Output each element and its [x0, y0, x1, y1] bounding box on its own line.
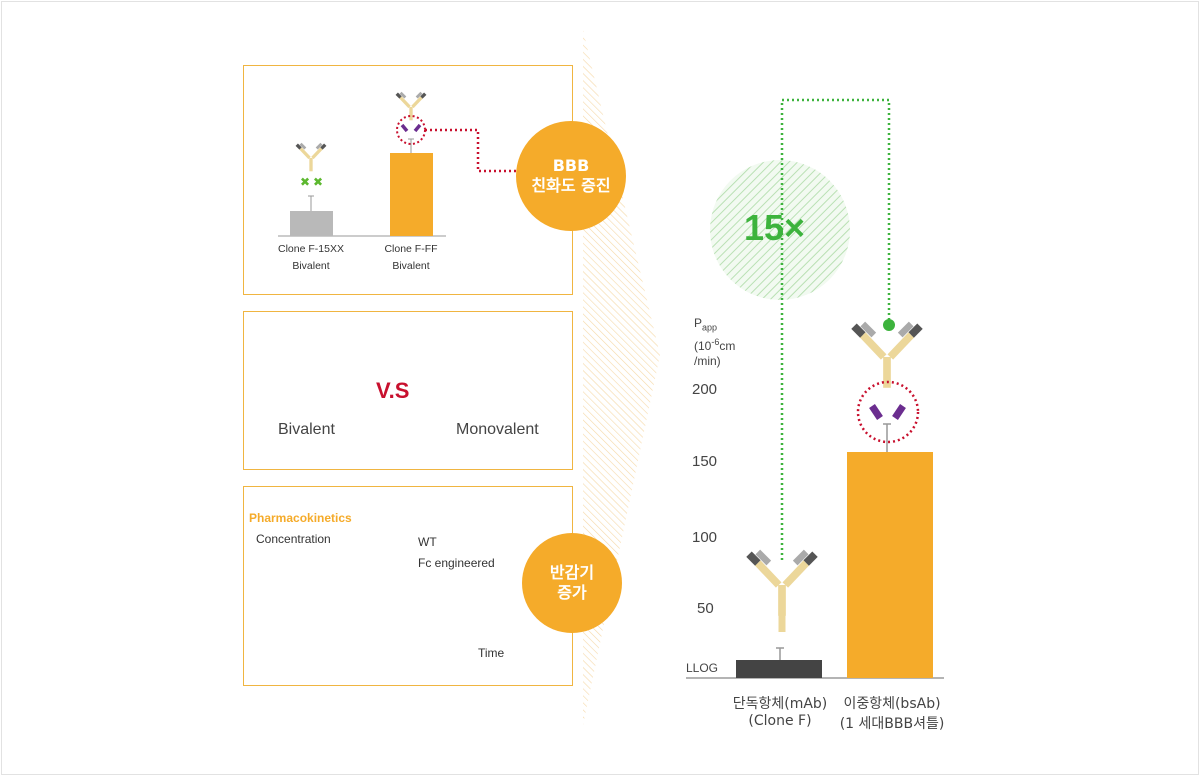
pk-title: Pharmacokinetics: [249, 511, 352, 525]
badge-bbb-line1: BBB: [552, 156, 590, 175]
bar-clone-f15xx: [290, 211, 333, 236]
ylabel-unit-sup: -6: [711, 337, 720, 348]
bar-label-bivalent-left: Bivalent: [292, 260, 330, 272]
fold-change-bubble: [710, 160, 850, 300]
badge-bbb-line2: 친화도 증진: [531, 176, 611, 195]
ylabel-unit-min: /min): [694, 354, 721, 369]
ylabel-unit-b: cm: [719, 339, 736, 354]
svg-text:✖: ✖: [313, 175, 323, 189]
bar-bsab: [847, 452, 933, 678]
antibody-mab-icon: [749, 552, 815, 632]
ylabel-p: P: [694, 316, 703, 330]
pk-ylabel: Concentration: [256, 532, 331, 546]
legend-fc-label: Fc engineered: [418, 556, 495, 570]
category-bsab-line1: 이중항체(bsAb): [843, 696, 941, 712]
antibody-clone-f15xx-icon: ✖ ✖: [295, 142, 327, 189]
ylabel-unit-a: (10: [694, 339, 712, 354]
bar-label-clone-f15xx: Clone F-15XX: [278, 243, 344, 255]
tick-200: 200: [692, 381, 718, 398]
label-monovalent: Monovalent: [456, 421, 539, 438]
panel-pharmacokinetics: [243, 486, 573, 686]
badge-halflife: 반감기 증가: [522, 533, 622, 633]
category-mab-line2: (Clone F): [748, 713, 812, 729]
category-mab-line1: 단독항체(mAb): [732, 696, 828, 712]
connector-dotted-green: [780, 98, 891, 560]
label-vs: V.S: [376, 378, 410, 403]
legend-wt-label: WT: [418, 535, 437, 549]
label-bivalent: Bivalent: [278, 421, 335, 438]
tick-llog: LLOG: [686, 661, 719, 675]
tick-50: 50: [697, 600, 714, 617]
fold-change-label: 15×: [744, 207, 806, 248]
antibody-clone-fff-icon: [395, 91, 427, 145]
main-chart: [686, 98, 944, 679]
badge-halflife-line2: 증가: [557, 583, 587, 602]
main-ylabel: Papp (10-6cm /min): [694, 316, 735, 369]
category-bsab-line2: (1 세대BBB셔틀): [839, 716, 945, 732]
svg-text:✖: ✖: [300, 175, 310, 189]
bar-label-bivalent-right: Bivalent: [392, 260, 430, 272]
ylabel-app: app: [702, 322, 718, 333]
bar-label-clone-fff: Clone F-FF: [384, 243, 438, 255]
bar-clone-fff: [390, 153, 433, 236]
antibody-bsab-icon: [854, 324, 920, 444]
panel1-bar-chart: [278, 138, 446, 237]
badge-bbb-affinity: BBB 친화도 증진: [516, 121, 626, 231]
green-dot: [883, 319, 895, 331]
tick-150: 150: [692, 453, 718, 470]
pk-xlabel: Time: [478, 646, 505, 660]
tick-100: 100: [692, 529, 718, 546]
connector-dotted-red: [425, 128, 516, 173]
panel-valency: [243, 311, 573, 470]
bar-mab: [736, 660, 822, 678]
badge-halflife-line1: 반감기: [549, 563, 595, 582]
